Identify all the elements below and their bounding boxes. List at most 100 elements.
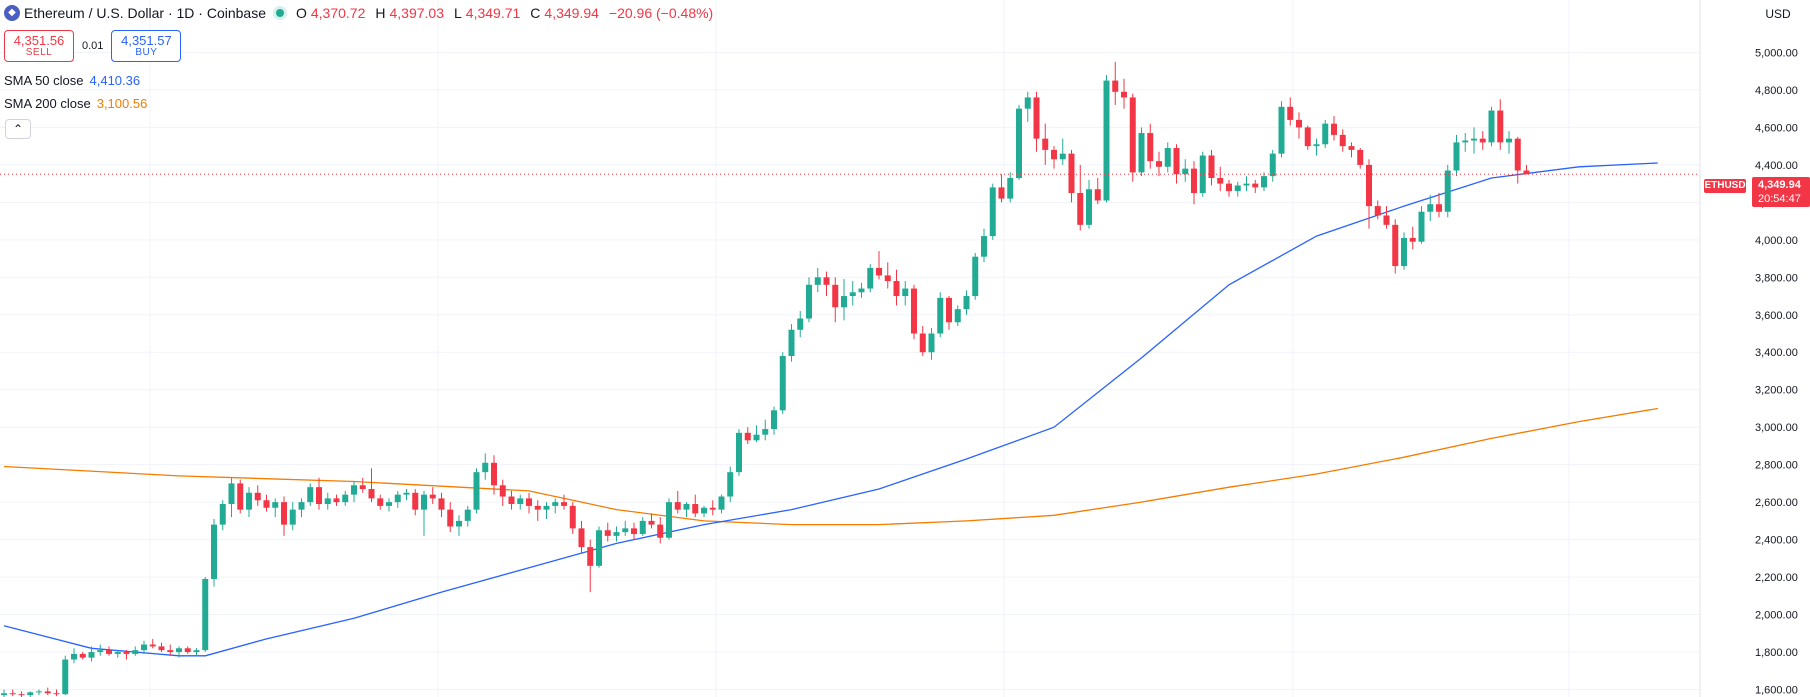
candle-body (1252, 183, 1259, 188)
candle (613, 526, 620, 542)
y-tick-label: 1,800.00 (1755, 647, 1798, 659)
candle-body (867, 267, 874, 289)
candle (552, 498, 559, 514)
candle (1138, 127, 1145, 177)
sma200-legend[interactable]: SMA 200 close 3,100.56 (4, 96, 147, 111)
candle-body (1514, 138, 1521, 171)
candle-body (631, 528, 637, 534)
candle (491, 455, 497, 495)
candle-body (1033, 97, 1040, 139)
candle (736, 429, 742, 476)
candle (797, 311, 804, 338)
sell-button[interactable]: 4,351.56 SELL (4, 30, 74, 62)
last-price-tag: ETHUSD 4,349.94 20:54:47 (1704, 177, 1810, 207)
candle (1173, 144, 1180, 184)
candle (1051, 146, 1057, 169)
candle (919, 326, 926, 356)
candle-body (823, 277, 830, 285)
currency-label: USD (1765, 7, 1791, 21)
candle-body (963, 296, 970, 310)
candle (141, 640, 147, 654)
candle-body (1191, 168, 1197, 193)
currency-button[interactable]: USD (1750, 2, 1806, 26)
candle-body (692, 504, 699, 514)
candle (631, 522, 637, 540)
candle-body (1366, 164, 1372, 207)
candle (499, 479, 506, 506)
candle (1208, 149, 1215, 186)
low-label: L (454, 5, 462, 21)
candle-body (123, 652, 130, 654)
candle-body (1173, 148, 1180, 175)
candle (911, 284, 917, 340)
candle-body (421, 494, 427, 510)
buy-price: 4,351.57 (121, 32, 172, 48)
collapse-indicators-button[interactable]: ⌃ (5, 119, 31, 139)
candle (44, 687, 51, 696)
candle (526, 492, 532, 514)
candle-body (53, 693, 60, 695)
candle-body (184, 648, 191, 653)
y-tick-label: 3,200.00 (1755, 385, 1798, 397)
chart-grid (0, 0, 1700, 697)
candle-body (911, 288, 917, 334)
candle (1261, 172, 1267, 192)
candle (71, 648, 77, 664)
candle (1471, 127, 1477, 154)
candle-body (1208, 155, 1215, 178)
candle-body (1479, 138, 1486, 143)
y-tick-label: 2,200.00 (1755, 572, 1798, 584)
candle-body (114, 652, 121, 654)
candle-body (202, 578, 209, 651)
candle-body (79, 653, 86, 658)
ethereum-icon[interactable]: ◆ (4, 5, 20, 21)
candle (1401, 232, 1407, 270)
buy-label: BUY (135, 46, 158, 58)
candle-body (106, 650, 112, 654)
candle-body (1147, 133, 1154, 162)
candle-body (797, 318, 804, 330)
candle-body (1086, 189, 1092, 225)
candle (517, 494, 524, 510)
candle (149, 638, 156, 649)
candle-body (1234, 185, 1241, 192)
market-open-icon (275, 9, 284, 17)
candle-body (1436, 204, 1442, 212)
candle-body (1164, 148, 1171, 167)
sma50-value: 4,410.36 (89, 73, 141, 88)
candle (377, 494, 384, 510)
buy-button[interactable]: 4,351.57 BUY (111, 30, 182, 62)
candle-body (1094, 189, 1101, 201)
candle-body (508, 496, 515, 505)
candle (18, 691, 25, 697)
candle-body (1497, 110, 1504, 143)
candle (849, 281, 856, 306)
candle (578, 520, 585, 553)
candle (1252, 179, 1259, 193)
candle (937, 292, 944, 338)
sma50-legend[interactable]: SMA 50 close 4,410.36 (4, 73, 140, 88)
last-price-value: 4,349.94 (1758, 179, 1801, 191)
candle (202, 577, 209, 653)
candle (1383, 206, 1390, 229)
price-axis[interactable]: 1,600.00 1,800.00 2,000.00 2,200.00 2,400.00… (1699, 0, 1810, 697)
candle-body (832, 284, 839, 308)
candle (438, 492, 445, 518)
candle (193, 648, 200, 656)
candle-body (946, 297, 952, 323)
candle (1129, 93, 1136, 182)
candle (1313, 138, 1320, 156)
candle (464, 505, 471, 527)
candle-body (613, 532, 620, 536)
y-tick-label: 5,000.00 (1755, 47, 1798, 59)
candle (989, 183, 996, 240)
candle (447, 502, 454, 533)
candle-body (709, 507, 716, 510)
candle (351, 481, 357, 503)
candle-body (762, 429, 769, 435)
candle-body (1462, 140, 1469, 143)
symbol-title[interactable]: Ethereum / U.S. Dollar · 1D · Coinbase (24, 5, 266, 21)
candle-body (1112, 80, 1119, 92)
candle-body (534, 505, 541, 510)
